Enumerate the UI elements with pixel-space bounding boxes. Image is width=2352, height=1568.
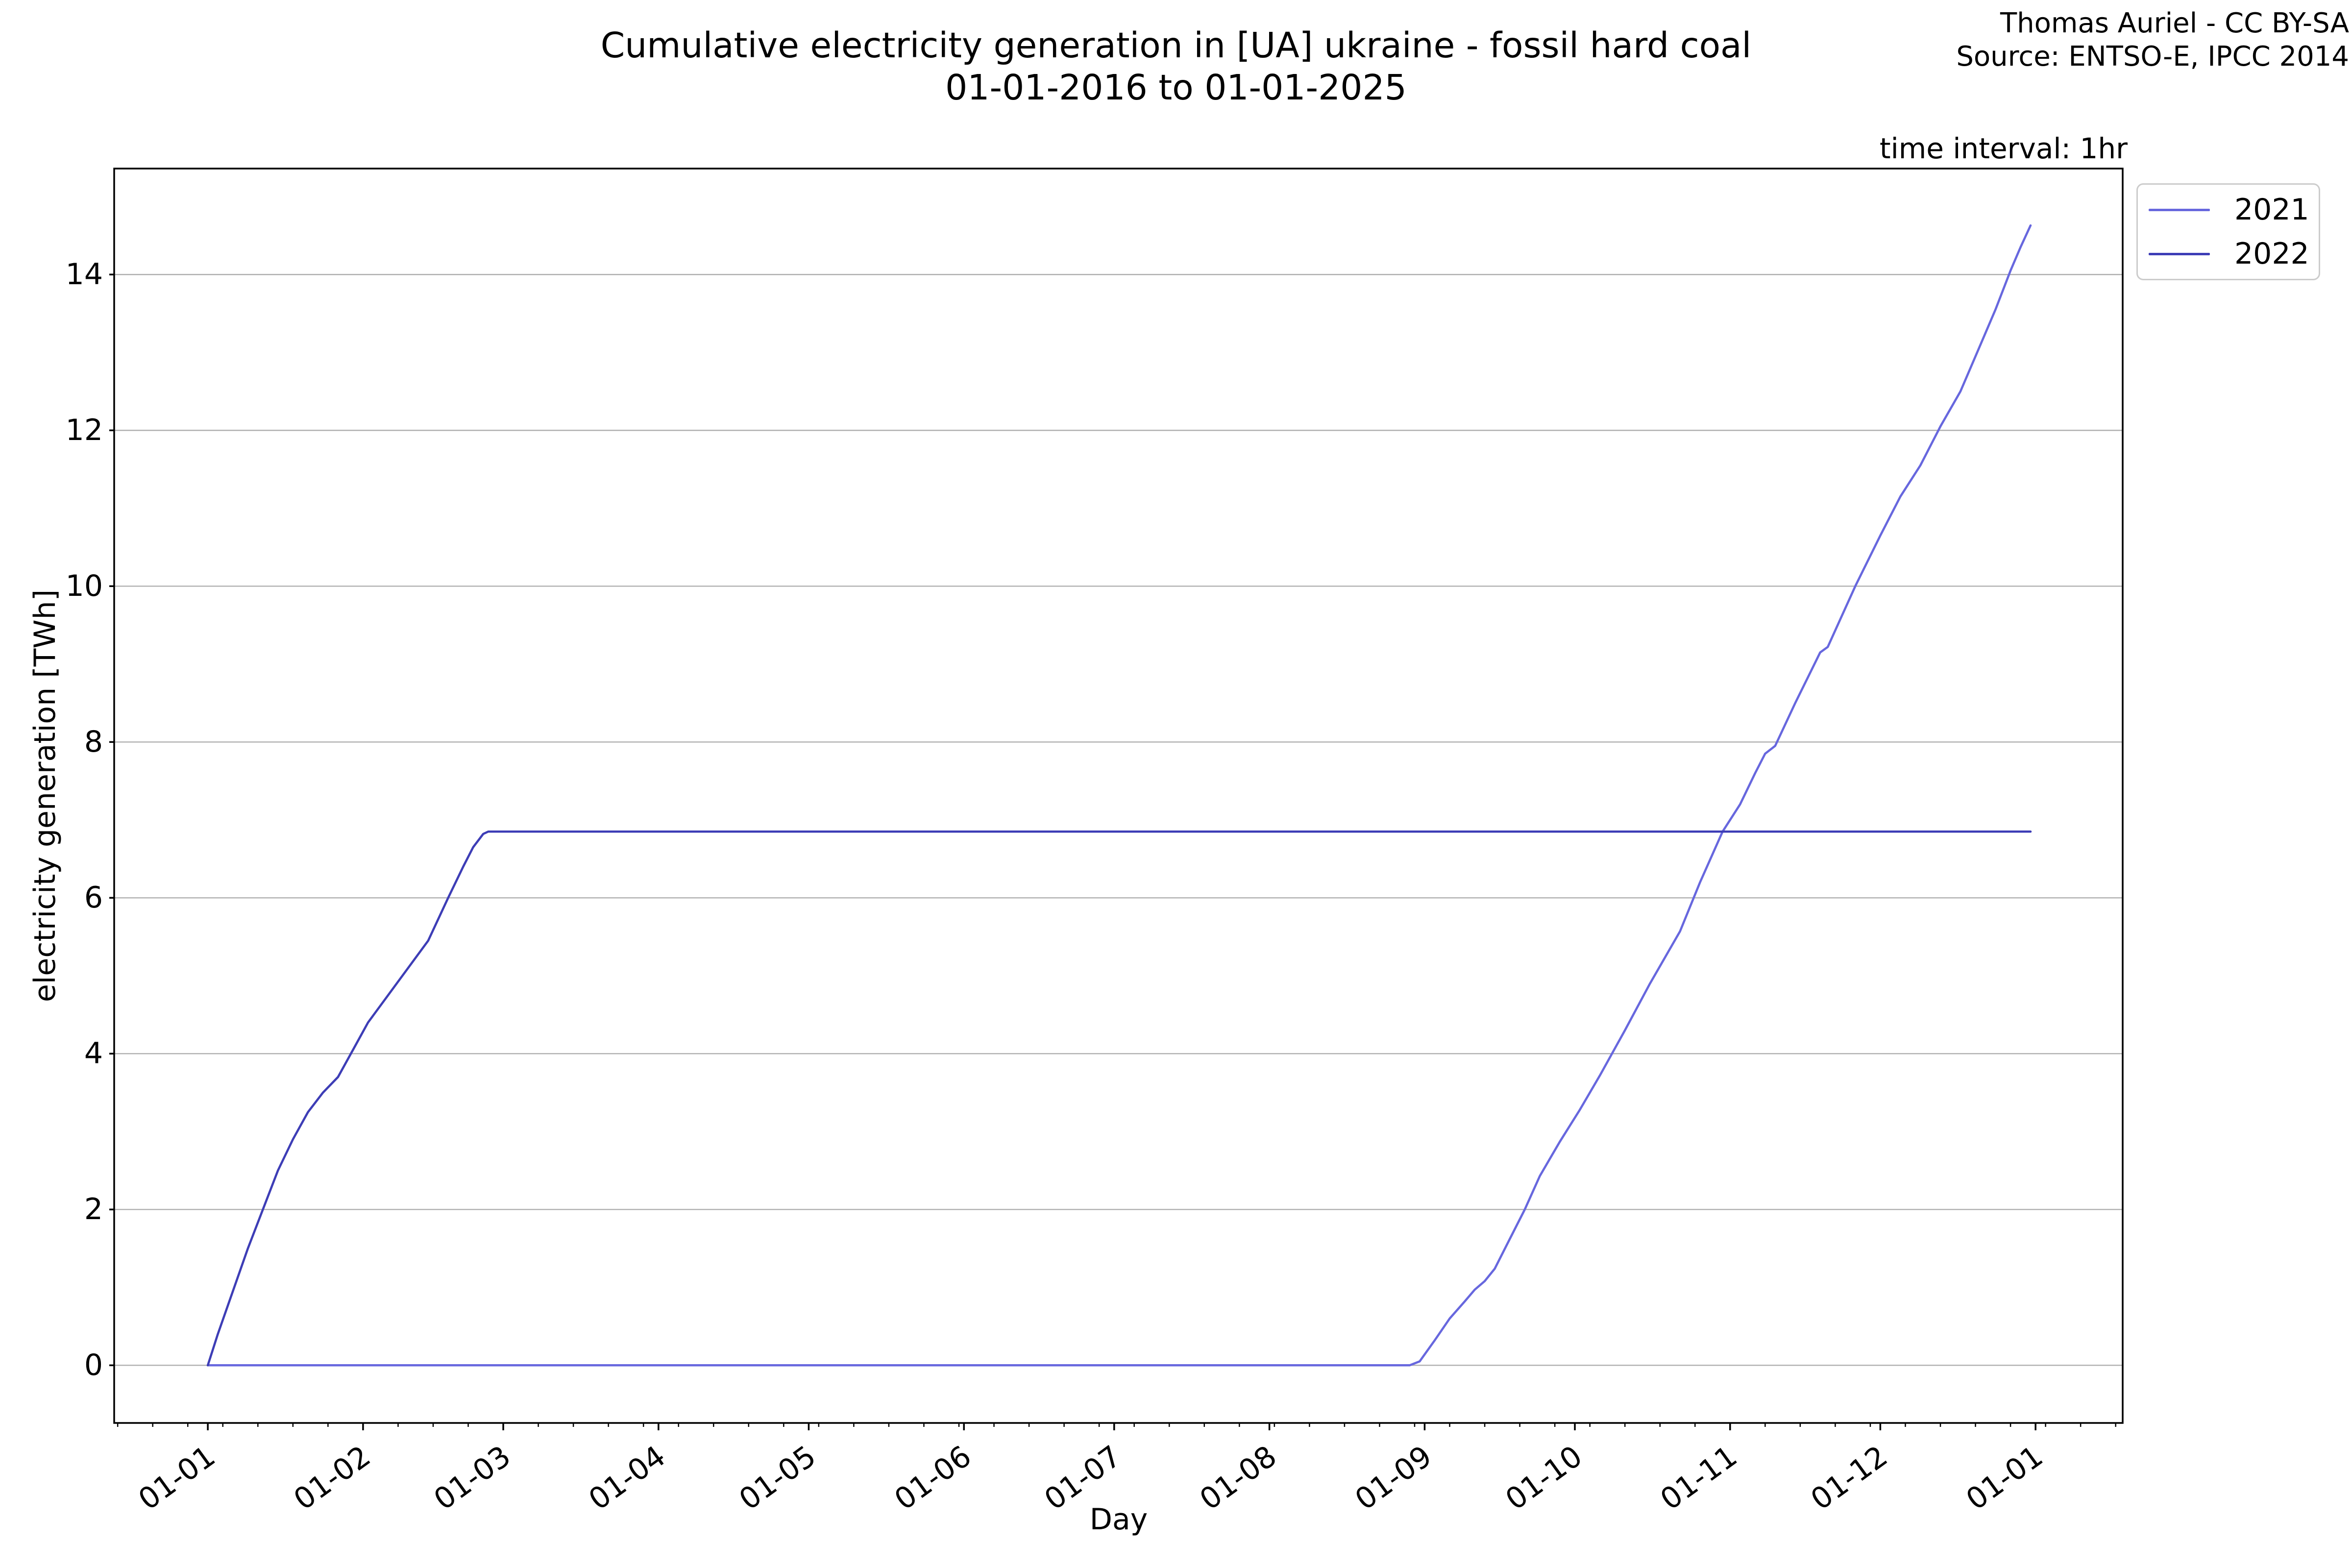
y-axis-label: electricity generation [TWh] — [28, 589, 62, 1003]
y-tick-label: 4 — [84, 1036, 103, 1071]
time-interval-label: time interval: 1hr — [1879, 132, 2128, 165]
attribution: Thomas Auriel - CC BY-SA Source: ENTSO-E… — [1956, 7, 2349, 74]
legend-line-swatch-2022 — [2149, 252, 2210, 255]
legend-item-2022: 2022 — [2149, 237, 2319, 271]
y-tick-label: 0 — [84, 1348, 103, 1383]
chart-title: Cumulative electricity generation in [UA… — [0, 24, 2352, 109]
legend-label-2021: 2021 — [2234, 193, 2309, 227]
chart-title-line2: 01-01-2016 to 01-01-2025 — [945, 67, 1407, 108]
y-tick-label: 2 — [84, 1192, 103, 1227]
attribution-source: Source: ENTSO-E, IPCC 2014 — [1956, 41, 2349, 73]
y-tick-label: 12 — [65, 413, 103, 448]
y-tick-label: 10 — [65, 569, 103, 604]
chart-title-line1: Cumulative electricity generation in [UA… — [600, 25, 1752, 66]
axes-spines — [113, 168, 2124, 1424]
legend: 2021 2022 — [2136, 183, 2320, 280]
y-tick-label: 8 — [84, 725, 103, 760]
y-tick-label: 6 — [84, 881, 103, 915]
legend-line-swatch-2021 — [2149, 208, 2210, 211]
y-tick-label: 14 — [65, 257, 103, 292]
x-axis-label: Day — [1089, 1502, 1148, 1537]
legend-item-2021: 2021 — [2149, 193, 2319, 227]
series-line-2022 — [206, 830, 2032, 1367]
legend-label-2022: 2022 — [2234, 237, 2309, 271]
series-line-2021 — [206, 224, 2032, 1367]
attribution-author: Thomas Auriel - CC BY-SA — [2000, 7, 2349, 39]
